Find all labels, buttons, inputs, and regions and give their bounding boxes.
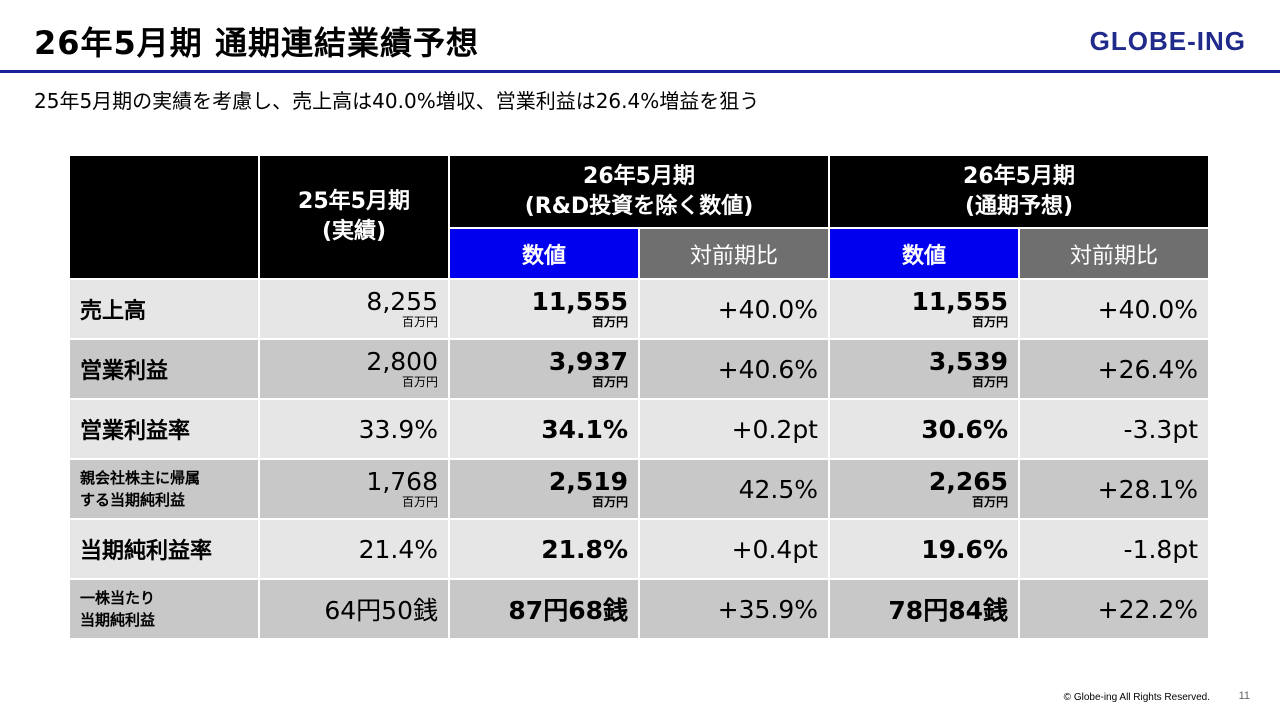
company-logo: GLOBE-ING xyxy=(1089,26,1246,56)
fy25-unit: 百万円 xyxy=(401,495,438,509)
fc-value-cell: 2,265 百万円 xyxy=(830,460,1018,518)
fy25-value: 33.9% xyxy=(260,400,448,458)
table-row: 売上高 8,255 百万円 11,555 百万円 +40.0% 11,555 百万円 … xyxy=(70,280,1208,338)
rd-value: 21.8% xyxy=(450,520,638,578)
rd-value: 2,519 xyxy=(548,467,628,496)
subheader-value: 数値 xyxy=(450,229,638,278)
fy25-value: 8,255 xyxy=(366,287,438,316)
fc-value: 11,555 xyxy=(911,287,1008,316)
subheader-yoy: 対前期比 xyxy=(640,229,828,278)
row-label: 営業利益率 xyxy=(70,400,258,458)
header-divider xyxy=(0,70,1280,73)
rd-yoy: +0.4pt xyxy=(640,520,828,578)
table-row: 親会社株主に帰属 する当期純利益 1,768 百万円 2,519 百万円 42.5%… xyxy=(70,460,1208,518)
row-label: 営業利益 xyxy=(70,340,258,398)
row-label: 親会社株主に帰属 する当期純利益 xyxy=(70,460,258,518)
fy25-value: 1,768 xyxy=(366,467,438,496)
header-fy25-actual: 25年5月期 (実績) xyxy=(260,156,448,278)
fc-unit: 百万円 xyxy=(971,495,1008,509)
table-row: 営業利益率 33.9% 34.1% +0.2pt 30.6% -3.3pt xyxy=(70,400,1208,458)
fc-value-cell: 11,555 百万円 xyxy=(830,280,1018,338)
rd-yoy: +40.0% xyxy=(640,280,828,338)
fc-unit: 百万円 xyxy=(971,315,1008,329)
header-corner xyxy=(70,156,258,278)
rd-unit: 百万円 xyxy=(591,375,628,389)
rd-value-cell: 3,937 百万円 xyxy=(450,340,638,398)
page-number: 11 xyxy=(1238,690,1250,702)
fy25-value-cell: 1,768 百万円 xyxy=(260,460,448,518)
fc-value: 30.6% xyxy=(830,400,1018,458)
table-row: 営業利益 2,800 百万円 3,937 百万円 +40.6% 3,539 百万円 +… xyxy=(70,340,1208,398)
rd-value: 11,555 xyxy=(531,287,628,316)
fc-unit: 百万円 xyxy=(971,375,1008,389)
fy25-value-cell: 2,800 百万円 xyxy=(260,340,448,398)
fy25-value: 2,800 xyxy=(366,347,438,376)
fc-yoy: +28.1% xyxy=(1020,460,1208,518)
fy25-unit: 百万円 xyxy=(401,315,438,329)
fc-yoy: +22.2% xyxy=(1020,580,1208,638)
copyright-text: © Globe-ing All Rights Reserved. xyxy=(1063,692,1210,703)
subheader-value: 数値 xyxy=(830,229,1018,278)
rd-yoy: +40.6% xyxy=(640,340,828,398)
fy25-unit: 百万円 xyxy=(401,375,438,389)
row-label: 一株当たり 当期純利益 xyxy=(70,580,258,638)
fy25-value: 64円50銭 xyxy=(260,580,448,638)
page-subtitle: 25年5月期の実績を考慮し、売上高は40.0%増収、営業利益は26.4%増益を狙… xyxy=(34,89,760,113)
fc-value: 2,265 xyxy=(928,467,1008,496)
rd-value: 87円68銭 xyxy=(450,580,638,638)
rd-unit: 百万円 xyxy=(591,495,628,509)
table-row: 当期純利益率 21.4% 21.8% +0.4pt 19.6% -1.8pt xyxy=(70,520,1208,578)
fc-yoy: -1.8pt xyxy=(1020,520,1208,578)
header-fy26-forecast: 26年5月期 (通期予想) xyxy=(830,156,1208,227)
forecast-table: 25年5月期 (実績) 26年5月期 (R&D投資を除く数値) 26年5月期 (… xyxy=(68,154,1210,640)
row-label: 売上高 xyxy=(70,280,258,338)
page-title: 26年5月期 通期連結業績予想 xyxy=(34,24,479,62)
subheader-yoy: 対前期比 xyxy=(1020,229,1208,278)
fc-value-cell: 3,539 百万円 xyxy=(830,340,1018,398)
rd-unit: 百万円 xyxy=(591,315,628,329)
fy25-value-cell: 8,255 百万円 xyxy=(260,280,448,338)
fc-value: 19.6% xyxy=(830,520,1018,578)
table-row: 一株当たり 当期純利益 64円50銭 87円68銭 +35.9% 78円84銭 … xyxy=(70,580,1208,638)
rd-value: 34.1% xyxy=(450,400,638,458)
fc-yoy: +26.4% xyxy=(1020,340,1208,398)
fc-yoy: +40.0% xyxy=(1020,280,1208,338)
rd-yoy: +35.9% xyxy=(640,580,828,638)
rd-value-cell: 2,519 百万円 xyxy=(450,460,638,518)
rd-yoy: +0.2pt xyxy=(640,400,828,458)
rd-value: 3,937 xyxy=(548,347,628,376)
fc-value: 78円84銭 xyxy=(830,580,1018,638)
rd-yoy: 42.5% xyxy=(640,460,828,518)
header-fy26-excl-rd: 26年5月期 (R&D投資を除く数値) xyxy=(450,156,828,227)
fy25-value: 21.4% xyxy=(260,520,448,578)
rd-value-cell: 11,555 百万円 xyxy=(450,280,638,338)
fc-yoy: -3.3pt xyxy=(1020,400,1208,458)
fc-value: 3,539 xyxy=(928,347,1008,376)
row-label: 当期純利益率 xyxy=(70,520,258,578)
